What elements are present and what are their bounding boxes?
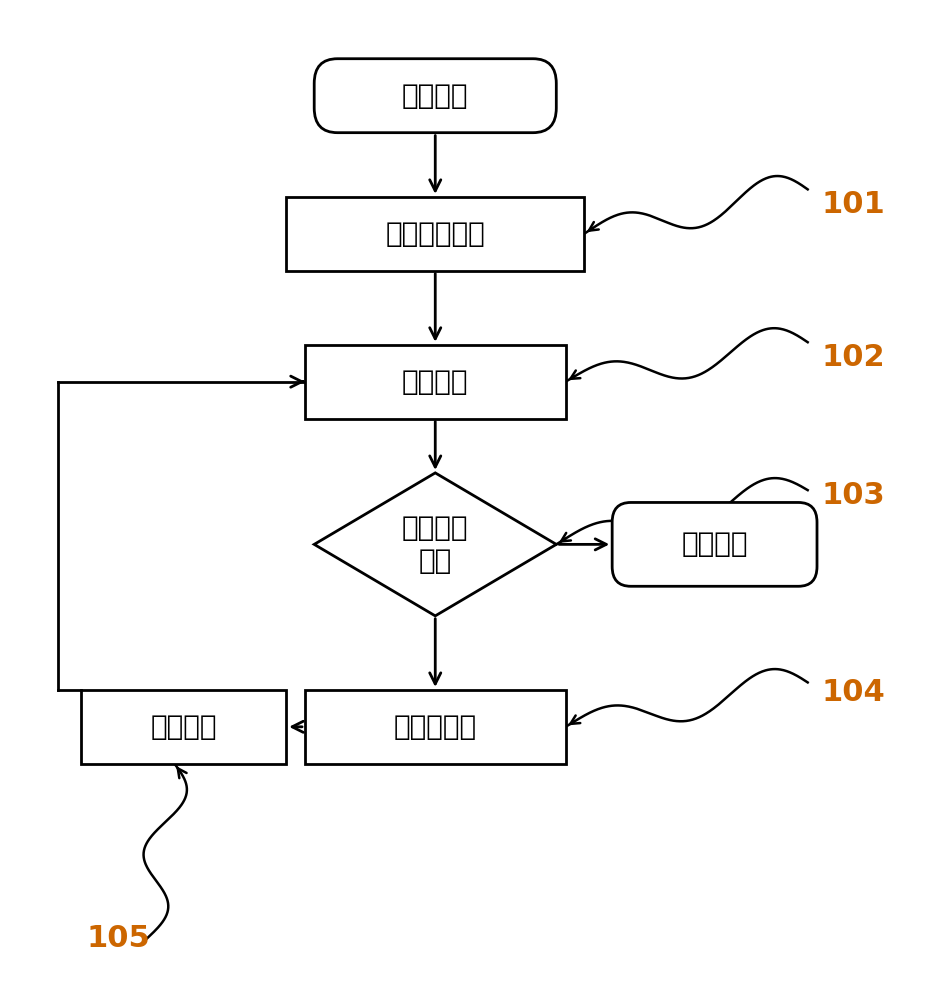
Text: 102: 102 <box>820 343 885 372</box>
FancyBboxPatch shape <box>313 59 556 133</box>
Text: 104: 104 <box>820 678 885 707</box>
Text: 试验台架: 试验台架 <box>401 368 468 396</box>
Text: 105: 105 <box>86 924 150 953</box>
Bar <box>286 197 583 271</box>
Text: 103: 103 <box>820 481 885 510</box>
Text: 试验车辆: 试验车辆 <box>150 713 217 741</box>
Text: 试验状态
判断: 试验状态 判断 <box>401 514 468 575</box>
FancyBboxPatch shape <box>612 502 817 586</box>
Text: 试验结束: 试验结束 <box>681 530 747 558</box>
Text: 试验开始: 试验开始 <box>401 82 468 110</box>
Text: 101: 101 <box>820 190 885 219</box>
Text: 整车控制器: 整车控制器 <box>394 713 477 741</box>
Bar <box>305 345 565 419</box>
Bar <box>81 690 286 764</box>
Bar <box>305 690 565 764</box>
Text: 输入试验曲线: 输入试验曲线 <box>385 220 484 248</box>
Polygon shape <box>313 473 556 616</box>
